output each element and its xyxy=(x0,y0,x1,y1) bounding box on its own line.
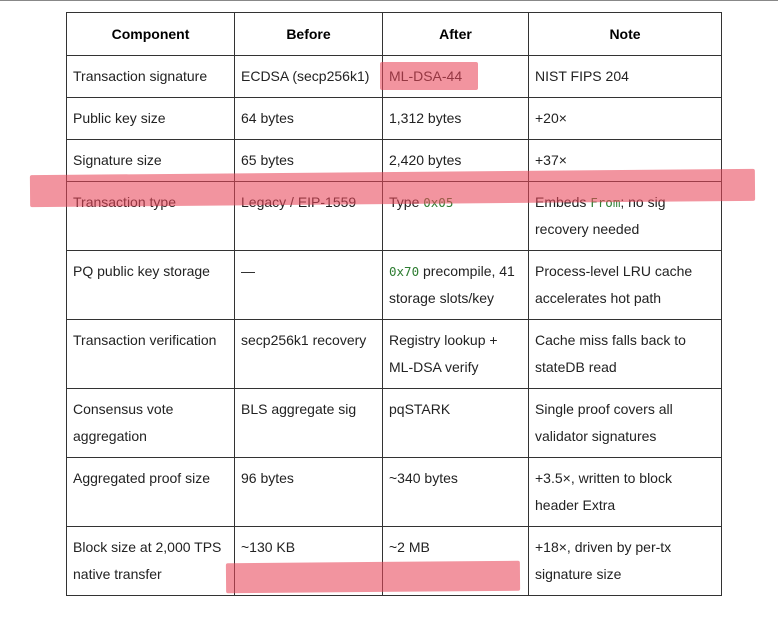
header-before: Before xyxy=(234,12,383,56)
cell-note: +18×, driven by per-tx signature size xyxy=(528,526,722,596)
cell-component: Signature size xyxy=(66,139,235,182)
table-header-row: Component Before After Note xyxy=(66,12,722,56)
table-row: Transaction verification secp256k1 recov… xyxy=(66,319,722,389)
header-component: Component xyxy=(66,12,235,56)
table-row: PQ public key storage — 0x70 precompile,… xyxy=(66,250,722,320)
cell-after: 1,312 bytes xyxy=(382,97,529,140)
cell-after: 0x70 precompile, 41 storage slots/key xyxy=(382,250,529,320)
cell-note: Embeds From; no sig recovery needed xyxy=(528,181,722,251)
table-row: Consensus vote aggregation BLS aggregate… xyxy=(66,388,722,458)
cell-before: 96 bytes xyxy=(234,457,383,527)
cell-before: BLS aggregate sig xyxy=(234,388,383,458)
cell-before: secp256k1 recovery xyxy=(234,319,383,389)
cell-after: ~2 MB xyxy=(382,526,529,596)
cell-note: NIST FIPS 204 xyxy=(528,55,722,98)
cell-component: Consensus vote aggregation xyxy=(66,388,235,458)
cell-before: ~130 KB xyxy=(234,526,383,596)
cell-before: — xyxy=(234,250,383,320)
header-note: Note xyxy=(528,12,722,56)
code-snippet: From xyxy=(590,195,621,210)
cell-after: ~340 bytes xyxy=(382,457,529,527)
cell-note: +37× xyxy=(528,139,722,182)
cell-component: Block size at 2,000 TPS native transfer xyxy=(66,526,235,596)
cell-after: 2,420 bytes xyxy=(382,139,529,182)
code-snippet: 0x70 xyxy=(389,264,420,279)
table-row: Signature size 65 bytes 2,420 bytes +37× xyxy=(66,139,722,182)
after-text: Type xyxy=(389,194,424,210)
table-row: Block size at 2,000 TPS native transfer … xyxy=(66,526,722,596)
header-after: After xyxy=(382,12,529,56)
cell-before: 65 bytes xyxy=(234,139,383,182)
top-divider xyxy=(0,0,778,1)
cell-note: +3.5×, written to block header Extra xyxy=(528,457,722,527)
cell-component: Aggregated proof size xyxy=(66,457,235,527)
after-text: precompile, 41 storage slots/key xyxy=(389,263,515,306)
cell-before: ECDSA (secp256k1) xyxy=(234,55,383,98)
table-row: Transaction type Legacy / EIP-1559 Type … xyxy=(66,181,722,251)
table-row: Public key size 64 bytes 1,312 bytes +20… xyxy=(66,97,722,140)
cell-before: Legacy / EIP-1559 xyxy=(234,181,383,251)
cell-after: Type 0x05 xyxy=(382,181,529,251)
cell-note: +20× xyxy=(528,97,722,140)
cell-component: PQ public key storage xyxy=(66,250,235,320)
cell-after: pqSTARK xyxy=(382,388,529,458)
cell-note: Cache miss falls back to stateDB read xyxy=(528,319,722,389)
cell-component: Transaction signature xyxy=(66,55,235,98)
cell-note: Process-level LRU cache accelerates hot … xyxy=(528,250,722,320)
cell-component: Transaction verification xyxy=(66,319,235,389)
cell-after: ML-DSA-44 xyxy=(382,55,529,98)
comparison-table: Component Before After Note Transaction … xyxy=(66,12,722,596)
cell-component: Transaction type xyxy=(66,181,235,251)
note-text: Embeds xyxy=(535,194,591,210)
table-row: Aggregated proof size 96 bytes ~340 byte… xyxy=(66,457,722,527)
cell-before: 64 bytes xyxy=(234,97,383,140)
cell-after: Registry lookup + ML-DSA verify xyxy=(382,319,529,389)
cell-component: Public key size xyxy=(66,97,235,140)
cell-note: Single proof covers all validator signat… xyxy=(528,388,722,458)
code-snippet: 0x05 xyxy=(423,195,454,210)
table-row: Transaction signature ECDSA (secp256k1) … xyxy=(66,55,722,98)
